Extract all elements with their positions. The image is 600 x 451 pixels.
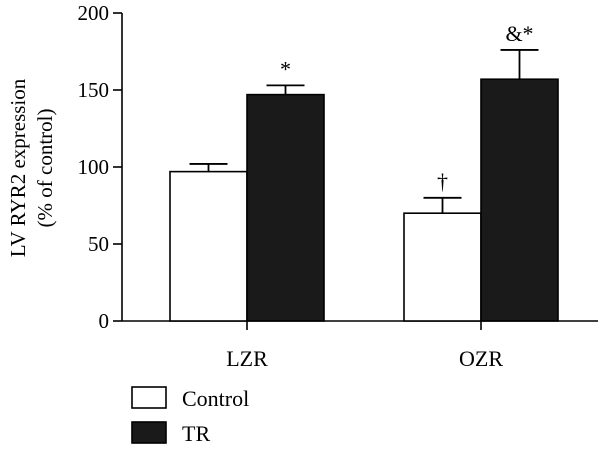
legend-swatch-tr xyxy=(131,421,167,444)
bar-control-ozr xyxy=(403,212,482,322)
legend-swatch-control xyxy=(131,386,167,409)
y-tick-label: 0 xyxy=(99,309,110,333)
legend-label-tr: TR xyxy=(182,421,210,446)
bar-control-lzr xyxy=(169,170,248,322)
bars: * † &* xyxy=(169,21,559,322)
significance-annotation: † xyxy=(437,169,448,194)
x-category-label: OZR xyxy=(459,346,503,371)
y-axis-label: LV RYR2 expression (% of control) xyxy=(6,78,57,257)
y-axis-label-line-2: (% of control) xyxy=(33,109,57,228)
significance-annotation: * xyxy=(280,56,291,81)
y-axis-label-line-1: LV RYR2 expression xyxy=(6,78,30,257)
x-category-label: LZR xyxy=(226,346,268,371)
y-tick-label: 150 xyxy=(78,78,110,102)
x-axis: LZR OZR xyxy=(122,320,598,371)
significance-annotation: &* xyxy=(505,21,533,46)
y-tick-label: 200 xyxy=(78,1,110,25)
y-axis: 0 50 100 150 200 xyxy=(78,1,123,333)
bar-tr-ozr xyxy=(480,78,559,322)
legend-label-control: Control xyxy=(182,386,249,411)
bar-tr-lzr xyxy=(246,93,325,322)
y-tick-label: 100 xyxy=(78,155,110,179)
legend: Control TR xyxy=(131,386,249,446)
y-tick-label: 50 xyxy=(88,232,109,256)
